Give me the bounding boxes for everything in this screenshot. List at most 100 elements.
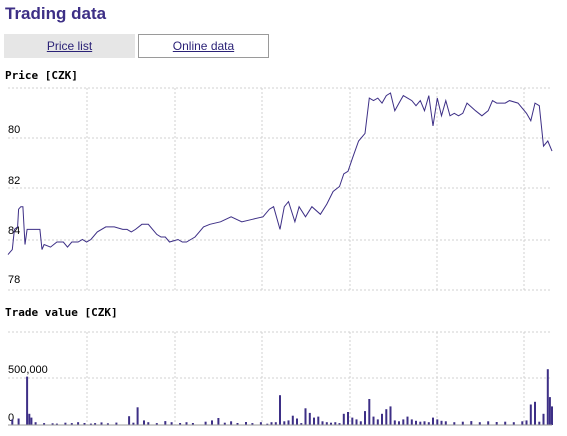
trade-bar-94 — [542, 413, 545, 425]
price-ytick-82: 82 — [8, 175, 20, 187]
trade-bar-38 — [266, 423, 269, 425]
trade-bar-74 — [419, 421, 422, 425]
trade-bar-91 — [529, 404, 532, 425]
trade-bar-88 — [512, 422, 515, 425]
trade-bar-67 — [389, 406, 392, 425]
trade-bar-93 — [538, 421, 541, 425]
page-title: Trading data — [5, 4, 107, 23]
trade-bar-28 — [191, 423, 194, 425]
trade-bar-72 — [410, 419, 413, 425]
trade-bar-13 — [89, 423, 92, 425]
trade-bar-49 — [313, 417, 315, 425]
trade-bar-54 — [334, 422, 337, 425]
trade-bar-56 — [342, 413, 345, 425]
trade-bar-81 — [453, 422, 456, 425]
trade-bar-34 — [236, 423, 239, 425]
trade-bar-57 — [347, 412, 349, 425]
trade-bar-63 — [372, 416, 375, 425]
trade-bar-24 — [164, 421, 167, 425]
trade-bar-20 — [136, 407, 139, 425]
trade-ytick-0: 0 — [8, 412, 14, 424]
price-series-line — [7, 92, 553, 255]
trade-bar-83 — [470, 421, 473, 425]
tab-online-data[interactable]: Online data — [138, 34, 269, 58]
trade-bar-96 — [548, 397, 551, 425]
trade-bar-15 — [100, 422, 103, 425]
trade-bar-41 — [279, 395, 281, 425]
trade-bar-14 — [94, 423, 97, 425]
trade-bar-65 — [381, 413, 383, 425]
trade-bar-78 — [436, 419, 439, 425]
trade-bar-89 — [521, 421, 524, 425]
trade-bar-51 — [321, 421, 324, 425]
trade-bar-76 — [427, 422, 430, 425]
trade-bar-31 — [217, 418, 220, 425]
trade-bar-62 — [368, 399, 371, 425]
trade-bar-48 — [308, 412, 311, 425]
trade-bar-11 — [77, 422, 80, 425]
trade-bar-77 — [432, 417, 434, 425]
trade-bar-43 — [287, 420, 290, 425]
trade-bar-9 — [64, 422, 67, 425]
price-chart-title: Price [CZK] — [5, 69, 78, 82]
trade-bar-87 — [504, 421, 507, 425]
trade-value-chart-title: Trade value [CZK] — [5, 306, 118, 319]
trade-bar-10 — [70, 423, 73, 425]
trade-bar-12 — [83, 423, 86, 425]
trade-bar-29 — [204, 421, 207, 425]
trade-bar-39 — [270, 422, 273, 425]
trade-bar-4 — [30, 417, 33, 425]
trade-bar-32 — [223, 422, 226, 425]
trade-bar-80 — [444, 421, 447, 425]
trade-bar-85 — [487, 421, 490, 425]
trade-bar-35 — [245, 422, 247, 425]
trade-bar-90 — [525, 420, 528, 425]
trade-bar-3 — [28, 413, 31, 425]
trade-bar-95 — [546, 369, 549, 425]
tab-price-list[interactable]: Price list — [4, 34, 135, 58]
trade-bar-8 — [55, 423, 58, 425]
trade-bar-1 — [17, 418, 20, 425]
trade-bar-21 — [143, 420, 145, 425]
trade-bar-71 — [406, 416, 409, 425]
trade-bar-47 — [304, 408, 307, 425]
trade-bar-70 — [402, 419, 405, 425]
trade-bar-53 — [330, 422, 332, 425]
trade-bar-40 — [274, 422, 277, 425]
trade-bar-64 — [376, 419, 379, 425]
trade-bar-60 — [359, 421, 362, 425]
trade-bar-59 — [355, 419, 358, 425]
trade-bar-37 — [259, 422, 262, 425]
trade-bar-18 — [128, 416, 131, 425]
trade-bar-45 — [296, 418, 298, 425]
trade-bar-42 — [283, 421, 286, 425]
trade-bar-22 — [147, 422, 150, 425]
trade-bar-25 — [170, 422, 173, 425]
trade-bar-75 — [423, 421, 426, 425]
trade-bar-50 — [317, 416, 320, 425]
trade-bar-5 — [34, 422, 37, 425]
trade-bar-7 — [51, 423, 54, 425]
trade-bar-36 — [251, 423, 254, 425]
trade-bar-73 — [415, 420, 417, 425]
trade-bar-44 — [291, 415, 294, 425]
trade-bar-17 — [115, 422, 118, 425]
trade-bar-69 — [398, 421, 400, 425]
trade-bar-97 — [551, 406, 553, 425]
trade-bar-82 — [461, 421, 464, 425]
trade-bar-46 — [300, 423, 303, 425]
trade-bar-26 — [179, 423, 182, 425]
trade-bar-0 — [11, 419, 14, 425]
price-ytick-78: 78 — [8, 274, 20, 286]
trade-bar-61 — [364, 411, 366, 425]
trade-bar-58 — [351, 417, 354, 425]
trade-bar-52 — [325, 422, 328, 425]
trade-bar-6 — [43, 423, 46, 425]
trade-bar-19 — [132, 422, 135, 425]
trade-bar-23 — [155, 423, 158, 425]
trade-bar-79 — [440, 420, 443, 425]
trade-bar-30 — [211, 420, 213, 425]
trade-bar-84 — [478, 422, 481, 425]
trade-bar-55 — [338, 423, 341, 425]
